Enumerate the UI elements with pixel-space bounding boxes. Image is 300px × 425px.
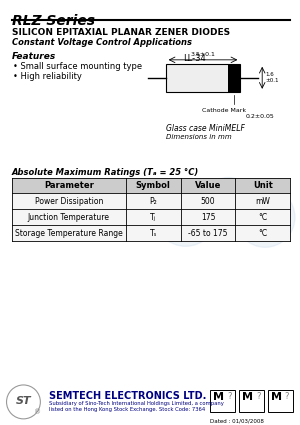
Text: 1.6
±0.1: 1.6 ±0.1 [265, 72, 279, 83]
Text: SILICON EPITAXIAL PLANAR ZENER DIODES: SILICON EPITAXIAL PLANAR ZENER DIODES [11, 28, 230, 37]
Circle shape [196, 178, 260, 241]
Bar [11, 210, 290, 225]
Bar [211, 390, 235, 412]
Text: mW: mW [255, 197, 270, 206]
Text: Symbol: Symbol [136, 181, 171, 190]
Bar [166, 64, 240, 92]
Bar [11, 193, 290, 210]
Text: M: M [271, 392, 282, 402]
Text: 0.2±0.05: 0.2±0.05 [245, 114, 274, 119]
Text: • High reliability: • High reliability [14, 72, 83, 81]
Text: RLZ Series: RLZ Series [11, 14, 95, 28]
Circle shape [154, 182, 218, 246]
Text: ?: ? [227, 392, 232, 402]
Text: Dimensions in mm: Dimensions in mm [166, 133, 232, 140]
Bar [11, 178, 290, 193]
Text: Cathode Mark: Cathode Mark [202, 108, 247, 113]
Text: M: M [242, 392, 253, 402]
Text: 175: 175 [201, 213, 215, 222]
Text: Absolute Maximum Ratings (Tₐ = 25 °C): Absolute Maximum Ratings (Tₐ = 25 °C) [11, 167, 199, 176]
Text: -65 to 175: -65 to 175 [188, 229, 228, 238]
Text: Subsidiary of Sino-Tech International Holdings Limited, a company: Subsidiary of Sino-Tech International Ho… [49, 401, 224, 406]
Text: Unit: Unit [253, 181, 273, 190]
Text: LL-34: LL-34 [184, 54, 206, 63]
Text: Value: Value [195, 181, 221, 190]
Text: Power Dissipation: Power Dissipation [34, 197, 103, 206]
Text: ®: ® [34, 409, 41, 415]
Text: ST: ST [16, 396, 31, 406]
Text: °C: °C [258, 229, 267, 238]
Text: ?: ? [285, 392, 289, 402]
Text: Features: Features [11, 52, 56, 61]
Text: Glass case MiniMELF: Glass case MiniMELF [166, 124, 244, 133]
Text: Junction Temperature: Junction Temperature [28, 213, 110, 222]
Bar [268, 390, 293, 412]
Text: Dated : 01/03/2008: Dated : 01/03/2008 [211, 419, 264, 424]
Text: P₂: P₂ [149, 197, 157, 206]
Text: 3.5±0.1: 3.5±0.1 [190, 52, 215, 57]
Bar [239, 390, 264, 412]
Text: M: M [213, 392, 224, 402]
Text: Parameter: Parameter [44, 181, 94, 190]
Text: listed on the Hong Kong Stock Exchange. Stock Code: 7364: listed on the Hong Kong Stock Exchange. … [49, 407, 206, 412]
Text: 500: 500 [201, 197, 215, 206]
Circle shape [235, 187, 295, 247]
Text: • Small surface mounting type: • Small surface mounting type [14, 62, 142, 71]
Text: Tⱼ: Tⱼ [150, 213, 156, 222]
Text: Storage Temperature Range: Storage Temperature Range [15, 229, 123, 238]
Text: Constant Voltage Control Applications: Constant Voltage Control Applications [11, 38, 191, 47]
Text: ?: ? [256, 392, 260, 402]
Bar [11, 225, 290, 241]
Text: SEMTECH ELECTRONICS LTD.: SEMTECH ELECTRONICS LTD. [49, 391, 207, 401]
Text: Tₛ: Tₛ [149, 229, 157, 238]
Bar [228, 64, 240, 92]
Text: °C: °C [258, 213, 267, 222]
